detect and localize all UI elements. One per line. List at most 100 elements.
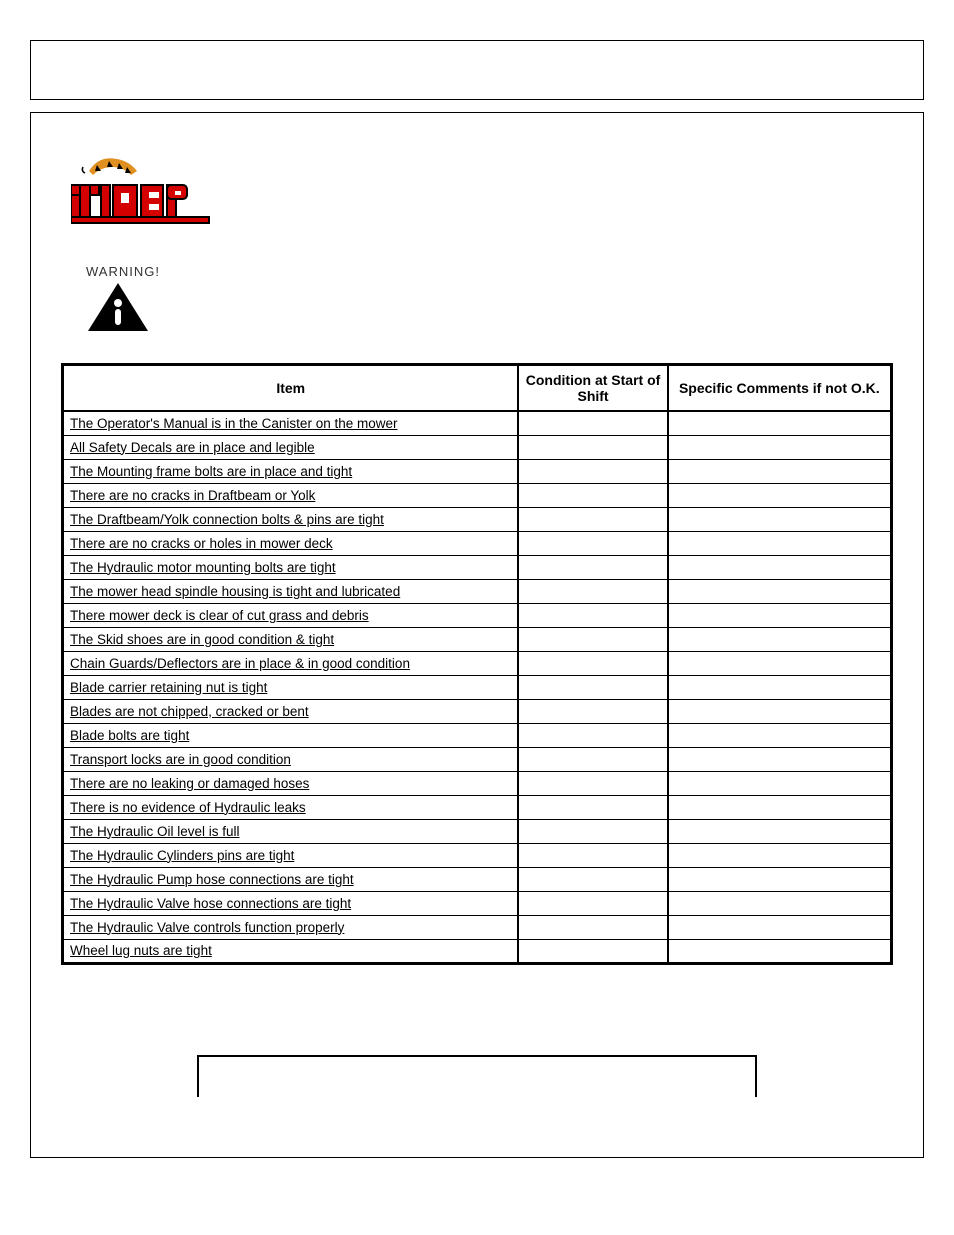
comments-cell — [668, 795, 892, 819]
item-cell: The Hydraulic motor mounting bolts are t… — [63, 555, 519, 579]
comments-cell — [668, 507, 892, 531]
item-cell: The Hydraulic Pump hose connections are … — [63, 867, 519, 891]
warning-triangle-icon — [86, 281, 150, 333]
comments-cell — [668, 843, 892, 867]
comments-cell — [668, 483, 892, 507]
table-row: The Hydraulic Oil level is full — [63, 819, 892, 843]
table-row: The Hydraulic Pump hose connections are … — [63, 867, 892, 891]
column-header-item: Item — [63, 365, 519, 412]
table-row: There is no evidence of Hydraulic leaks — [63, 795, 892, 819]
condition-cell — [518, 555, 667, 579]
condition-cell — [518, 627, 667, 651]
comments-cell — [668, 555, 892, 579]
item-cell: Transport locks are in good condition — [63, 747, 519, 771]
item-cell: The Hydraulic Valve hose connections are… — [63, 891, 519, 915]
condition-cell — [518, 411, 667, 435]
condition-cell — [518, 867, 667, 891]
table-row: The Hydraulic Valve controls function pr… — [63, 915, 892, 939]
item-cell: All Safety Decals are in place and legib… — [63, 435, 519, 459]
table-row: Blade bolts are tight — [63, 723, 892, 747]
item-cell: The Mounting frame bolts are in place an… — [63, 459, 519, 483]
item-cell: Wheel lug nuts are tight — [63, 939, 519, 963]
comments-cell — [668, 915, 892, 939]
condition-cell — [518, 819, 667, 843]
comments-cell — [668, 867, 892, 891]
item-cell: Blades are not chipped, cracked or bent — [63, 699, 519, 723]
table-row: The Hydraulic Valve hose connections are… — [63, 891, 892, 915]
table-row: All Safety Decals are in place and legib… — [63, 435, 892, 459]
item-cell: There mower deck is clear of cut grass a… — [63, 603, 519, 627]
column-header-condition: Condition at Start of Shift — [518, 365, 667, 412]
table-row: The Skid shoes are in good condition & t… — [63, 627, 892, 651]
item-cell: There are no cracks in Draftbeam or Yolk — [63, 483, 519, 507]
comments-cell — [668, 723, 892, 747]
comments-cell — [668, 603, 892, 627]
condition-cell — [518, 507, 667, 531]
table-row: The Draftbeam/Yolk connection bolts & pi… — [63, 507, 892, 531]
condition-cell — [518, 435, 667, 459]
item-cell: The Hydraulic Oil level is full — [63, 819, 519, 843]
condition-cell — [518, 483, 667, 507]
condition-cell — [518, 843, 667, 867]
table-row: The mower head spindle housing is tight … — [63, 579, 892, 603]
table-row: The Hydraulic motor mounting bolts are t… — [63, 555, 892, 579]
comments-cell — [668, 435, 892, 459]
comments-cell — [668, 819, 892, 843]
table-row: The Mounting frame bolts are in place an… — [63, 459, 892, 483]
item-cell: The Hydraulic Cylinders pins are tight — [63, 843, 519, 867]
condition-cell — [518, 795, 667, 819]
item-cell: The Hydraulic Valve controls function pr… — [63, 915, 519, 939]
item-cell: There is no evidence of Hydraulic leaks — [63, 795, 519, 819]
item-cell: Chain Guards/Deflectors are in place & i… — [63, 651, 519, 675]
table-row: Chain Guards/Deflectors are in place & i… — [63, 651, 892, 675]
main-content-frame: WARNING! Item Condition at Start of Shif… — [30, 112, 924, 1158]
comments-cell — [668, 531, 892, 555]
brand-logo — [71, 153, 893, 234]
comments-cell — [668, 675, 892, 699]
condition-cell — [518, 939, 667, 963]
warning-block: WARNING! — [86, 264, 893, 338]
condition-cell — [518, 603, 667, 627]
item-cell: The Operator's Manual is in the Canister… — [63, 411, 519, 435]
table-row: There are no leaking or damaged hoses — [63, 771, 892, 795]
item-cell: The Skid shoes are in good condition & t… — [63, 627, 519, 651]
condition-cell — [518, 531, 667, 555]
condition-cell — [518, 651, 667, 675]
item-cell: There are no cracks or holes in mower de… — [63, 531, 519, 555]
table-row: Blades are not chipped, cracked or bent — [63, 699, 892, 723]
bottom-open-box — [197, 1055, 757, 1097]
table-row: There are no cracks in Draftbeam or Yolk — [63, 483, 892, 507]
condition-cell — [518, 579, 667, 603]
condition-cell — [518, 675, 667, 699]
comments-cell — [668, 411, 892, 435]
item-cell: Blade bolts are tight — [63, 723, 519, 747]
comments-cell — [668, 627, 892, 651]
comments-cell — [668, 747, 892, 771]
comments-cell — [668, 651, 892, 675]
comments-cell — [668, 459, 892, 483]
warning-label: WARNING! — [86, 264, 893, 279]
condition-cell — [518, 723, 667, 747]
item-cell: Blade carrier retaining nut is tight — [63, 675, 519, 699]
condition-cell — [518, 771, 667, 795]
table-row: Transport locks are in good condition — [63, 747, 892, 771]
item-cell: The mower head spindle housing is tight … — [63, 579, 519, 603]
tiger-logo-icon — [71, 153, 221, 229]
condition-cell — [518, 747, 667, 771]
table-row: Wheel lug nuts are tight — [63, 939, 892, 963]
table-body: The Operator's Manual is in the Canister… — [63, 411, 892, 963]
item-cell: The Draftbeam/Yolk connection bolts & pi… — [63, 507, 519, 531]
condition-cell — [518, 891, 667, 915]
comments-cell — [668, 579, 892, 603]
checklist-table: Item Condition at Start of Shift Specifi… — [61, 363, 893, 965]
comments-cell — [668, 771, 892, 795]
table-header-row: Item Condition at Start of Shift Specifi… — [63, 365, 892, 412]
table-row: There mower deck is clear of cut grass a… — [63, 603, 892, 627]
top-empty-frame — [30, 40, 924, 100]
column-header-comments: Specific Comments if not O.K. — [668, 365, 892, 412]
comments-cell — [668, 939, 892, 963]
condition-cell — [518, 699, 667, 723]
comments-cell — [668, 891, 892, 915]
condition-cell — [518, 459, 667, 483]
item-cell: There are no leaking or damaged hoses — [63, 771, 519, 795]
